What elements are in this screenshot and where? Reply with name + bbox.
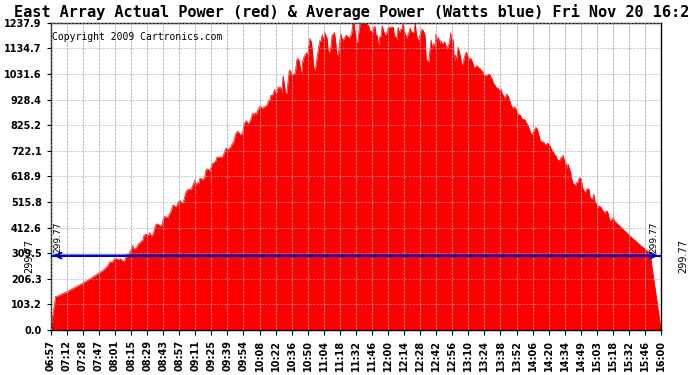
Text: 299.77: 299.77 (650, 222, 659, 253)
Text: Copyright 2009 Cartronics.com: Copyright 2009 Cartronics.com (52, 32, 222, 42)
Title: East Array Actual Power (red) & Average Power (Watts blue) Fri Nov 20 16:26: East Array Actual Power (red) & Average … (14, 4, 690, 20)
Text: 299.77: 299.77 (678, 238, 688, 273)
Text: 299.77: 299.77 (53, 222, 62, 253)
Text: 299.77: 299.77 (24, 238, 34, 273)
